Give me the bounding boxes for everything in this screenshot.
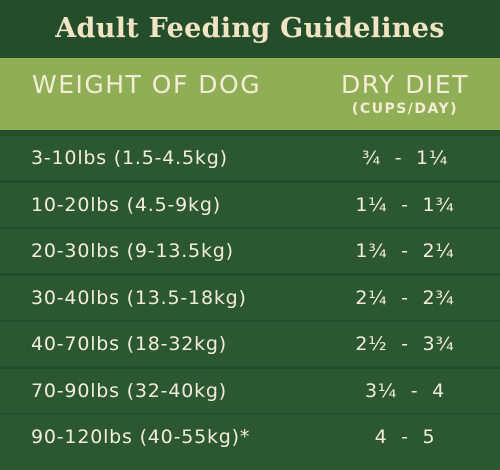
table-row: 20-30lbs (9-13.5kg) 1¾ - 2¼	[0, 229, 500, 273]
weight-cell: 3-10lbs (1.5-4.5kg)	[31, 147, 228, 169]
cups-cell: 4 - 5	[374, 426, 436, 448]
cups-cell: 2¼ - 2¾	[355, 287, 455, 309]
table-row: 10-20lbs (4.5-9kg) 1¼ - 1¾	[0, 183, 500, 227]
cups-cell: 3¼ - 4	[364, 380, 445, 402]
page-title: Adult Feeding Guidelines	[55, 13, 445, 44]
table-row: 90-120lbs (40-55kg)* 4 - 5	[0, 415, 500, 470]
table-header: WEIGHT OF DOG DRY DIET (CUPS/DAY)	[0, 58, 500, 130]
weight-cell: 40-70lbs (18-32kg)	[31, 333, 227, 355]
weight-cell: 90-120lbs (40-55kg)*	[31, 426, 251, 448]
cups-cell: 2½ - 3¾	[355, 333, 455, 355]
table-row: 30-40lbs (13.5-18kg) 2¼ - 2¾	[0, 276, 500, 320]
weight-cell: 30-40lbs (13.5-18kg)	[31, 287, 247, 309]
weight-column-header: WEIGHT OF DOG	[32, 70, 262, 99]
table-row: 40-70lbs (18-32kg) 2½ - 3¾	[0, 322, 500, 366]
cups-cell: 1¼ - 1¾	[355, 194, 455, 216]
weight-cell: 10-20lbs (4.5-9kg)	[31, 194, 221, 216]
dry-diet-column-header: DRY DIET	[341, 70, 469, 99]
table-row: 70-90lbs (32-40kg) 3¼ - 4	[0, 369, 500, 413]
cups-cell: 1¾ - 2¼	[355, 240, 455, 262]
weight-cell: 70-90lbs (32-40kg)	[31, 380, 227, 402]
cups-per-day-unit: (CUPS/DAY)	[351, 101, 459, 117]
weight-cell: 20-30lbs (9-13.5kg)	[31, 240, 234, 262]
cups-cell: ¾ - 1¼	[361, 147, 449, 169]
table-row: 3-10lbs (1.5-4.5kg) ¾ - 1¼	[0, 136, 500, 180]
